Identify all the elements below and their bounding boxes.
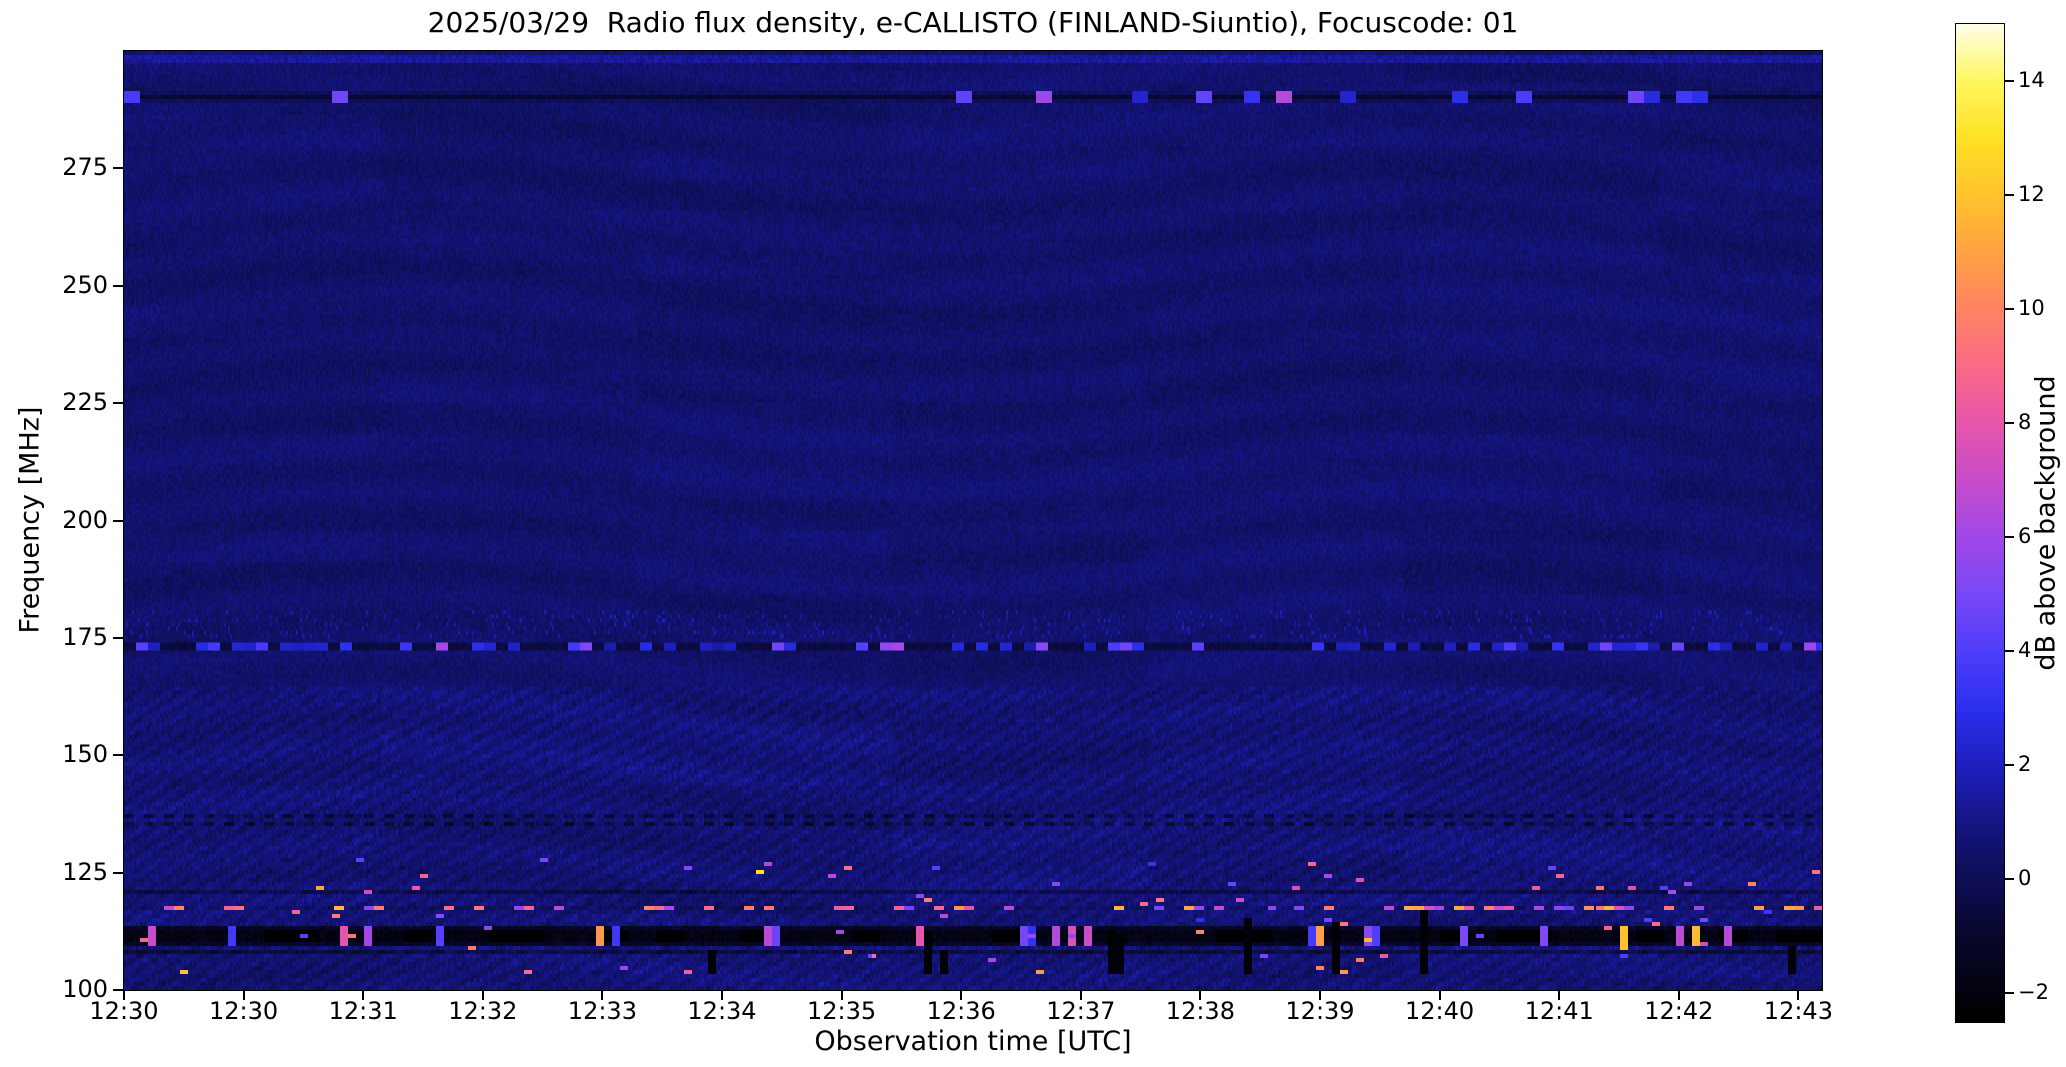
y-tick-label: 175 xyxy=(62,622,108,651)
y-tick-label: 250 xyxy=(62,270,108,299)
y-tick-label: 125 xyxy=(62,857,108,886)
x-tick-label: 12:41 xyxy=(1524,997,1594,1025)
x-tick-mark xyxy=(123,991,125,1000)
colorbar-tick-label: 0 xyxy=(2018,866,2032,891)
colorbar-tick-mark xyxy=(2005,764,2014,767)
y-tick-mark xyxy=(113,636,123,639)
colorbar-tick-mark xyxy=(2005,80,2014,83)
colorbar-tick-label: 14 xyxy=(2018,68,2045,93)
x-tick-mark xyxy=(362,991,365,1000)
x-tick-label: 12:35 xyxy=(807,997,877,1025)
x-tick-label: 12:39 xyxy=(1285,997,1355,1025)
x-tick-label: 12:33 xyxy=(567,997,637,1025)
x-tick-label: 12:30 xyxy=(89,997,159,1025)
colorbar-label: dB above background xyxy=(2030,375,2062,671)
x-tick-mark xyxy=(1558,991,1561,1000)
colorbar-tick-mark xyxy=(2005,422,2014,425)
x-tick-mark xyxy=(1079,991,1082,1000)
y-tick-label: 275 xyxy=(62,153,108,182)
x-tick-mark xyxy=(481,991,484,1000)
colorbar-tick-mark xyxy=(2005,536,2014,539)
colorbar xyxy=(1955,23,2005,1023)
colorbar-tick-label: 12 xyxy=(2018,182,2045,207)
spectrogram-canvas xyxy=(123,50,1823,991)
y-tick-mark xyxy=(113,519,123,522)
x-tick-label: 12:37 xyxy=(1046,997,1116,1025)
x-axis-label: Observation time [UTC] xyxy=(814,1026,1132,1057)
colorbar-tick-mark xyxy=(2005,194,2014,197)
x-tick-label: 12:30 xyxy=(209,997,279,1025)
y-tick-label: 100 xyxy=(62,975,108,1003)
colorbar-tick-label: 8 xyxy=(2018,410,2032,435)
y-tick-mark xyxy=(113,754,123,757)
y-tick-label: 200 xyxy=(62,505,108,534)
x-tick-label: 12:43 xyxy=(1763,997,1833,1025)
x-tick-label: 12:40 xyxy=(1405,997,1475,1025)
colorbar-tick-label: 2 xyxy=(2018,752,2032,777)
x-tick-mark xyxy=(840,991,843,1000)
y-axis-label: Frequency [MHz] xyxy=(14,406,46,634)
chart-title: 2025/03/29 Radio flux density, e-CALLIST… xyxy=(427,6,1519,39)
y-tick-mark xyxy=(113,402,123,405)
y-tick-mark xyxy=(113,871,123,874)
colorbar-tick-mark xyxy=(2005,878,2014,881)
x-tick-label: 12:31 xyxy=(328,997,398,1025)
y-tick-label: 150 xyxy=(62,740,108,769)
x-tick-label: 12:42 xyxy=(1644,997,1714,1025)
colorbar-tick-label: −2 xyxy=(2018,980,2049,1005)
x-tick-mark xyxy=(1199,991,1202,1000)
colorbar-tick-label: 6 xyxy=(2018,524,2032,549)
x-tick-label: 12:32 xyxy=(448,997,518,1025)
x-tick-mark xyxy=(1318,991,1321,1000)
x-tick-mark xyxy=(1677,991,1680,1000)
colorbar-tick-mark xyxy=(2005,992,2014,995)
colorbar-tick-mark xyxy=(2005,650,2014,653)
x-tick-label: 12:38 xyxy=(1165,997,1235,1025)
x-tick-mark xyxy=(1438,991,1441,1000)
x-tick-mark xyxy=(960,991,963,1000)
x-tick-label: 12:36 xyxy=(926,997,996,1025)
colorbar-tick-label: 4 xyxy=(2018,638,2032,663)
colorbar-tick-mark xyxy=(2005,308,2014,311)
colorbar-tick-label: 10 xyxy=(2018,296,2045,321)
x-tick-mark xyxy=(1797,991,1800,1000)
y-tick-mark xyxy=(113,989,123,991)
x-tick-mark xyxy=(601,991,604,1000)
y-tick-mark xyxy=(113,167,123,170)
y-tick-mark xyxy=(113,284,123,287)
y-tick-label: 225 xyxy=(62,388,108,417)
x-tick-mark xyxy=(242,991,245,1000)
x-tick-mark xyxy=(720,991,723,1000)
x-tick-label: 12:34 xyxy=(687,997,757,1025)
